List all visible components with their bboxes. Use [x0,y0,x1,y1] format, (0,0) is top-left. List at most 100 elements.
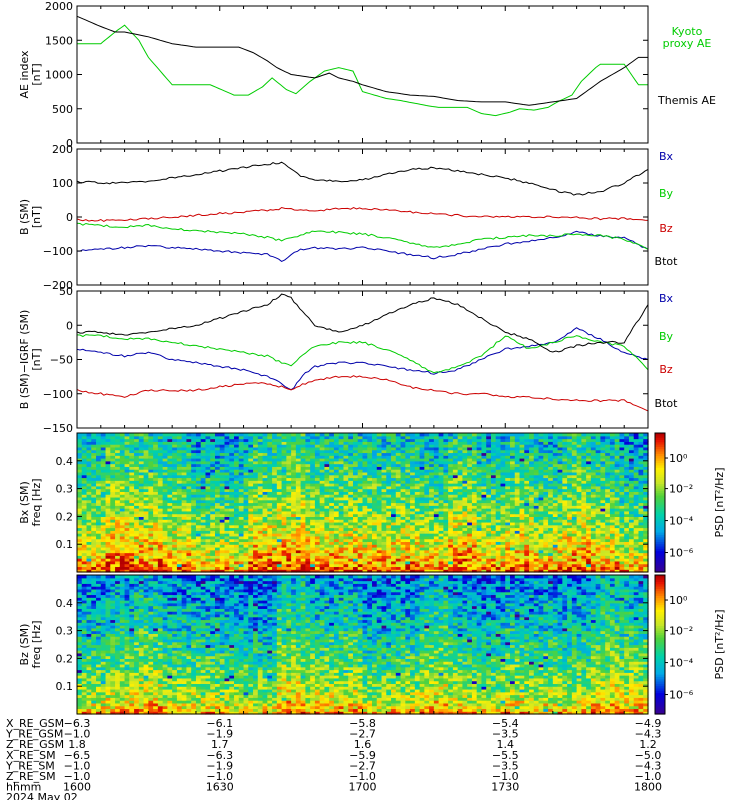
spectrogram-cell [262,494,268,498]
spectrogram-cell [91,544,97,548]
spectrogram-cell [191,533,197,537]
spectrogram-cell [253,560,259,565]
spectrogram-cell [86,502,92,506]
spectrogram-cell [96,521,102,526]
spectrogram-cell [210,460,216,465]
spectrogram-cell [257,455,264,459]
spectrogram-cell [533,433,540,437]
spectrogram-cell [386,552,392,556]
spectrogram-cell [143,527,149,531]
spectrogram-cell [410,446,416,451]
spectrogram-cell [400,474,406,479]
spectrogram-cell [138,535,145,540]
spectrogram-cell [376,516,383,520]
spectrogram-cell [357,566,364,570]
spectrogram-cell [324,555,330,559]
spectrogram-cell [129,516,135,520]
spectrogram-cell [205,516,211,520]
spectrogram-cell [462,452,468,456]
spectrogram-cell [419,441,425,445]
spectrogram-cell [238,463,245,467]
spectrogram-cell [429,535,435,540]
spectrogram-cell [210,535,216,540]
spectrogram-cell [300,530,306,534]
spectrogram-cell [248,566,254,570]
spectrogram-cell [357,508,364,512]
spectrogram-cell [248,538,254,543]
spectrogram-cell [96,499,102,504]
spectrogram-cell [176,471,183,476]
spectrogram-cell [219,555,226,559]
spectrogram-cell [257,533,264,537]
spectrogram-cell [367,463,373,467]
spectrogram-cell [200,563,207,568]
spectrogram-cell [319,491,326,495]
spectrogram-cell [476,433,483,437]
spectrogram-cell [181,471,188,476]
spectrogram-cell [191,505,197,509]
spectrogram-cell [391,560,397,565]
spectrogram-cell [452,524,459,529]
spectrogram-cell [410,471,416,476]
spectrogram-cell [324,535,330,540]
spectrogram-cell [314,535,321,540]
spectrogram-cell [119,552,126,556]
spectrogram-cell [77,460,83,465]
spectrogram-cell [253,441,259,445]
spectrogram-cell [272,555,278,559]
spectrogram-cell [429,446,435,451]
spectrogram-cell [172,433,178,437]
spectrogram-cell [338,452,345,456]
spectrogram-cell [91,569,97,573]
spectrogram-cell [257,474,264,479]
spectrogram-cell [448,463,454,467]
spectrogram-cell [295,499,302,504]
spectrogram-cell [395,474,402,479]
spectrogram-cell [219,558,226,562]
spectrogram-cell [205,558,211,562]
spectrogram-cell [234,463,240,467]
spectrogram-cell [291,566,297,570]
spectrogram-cell [429,485,435,490]
spectrogram-cell [324,527,330,531]
spectrogram-cell [210,505,216,509]
spectrogram-cell [96,446,102,451]
spectrogram-cell [153,541,159,545]
spectrogram-cell [105,569,111,573]
spectrogram-cell [286,458,292,462]
spectrogram-cell [286,449,292,454]
spectrogram-cell [295,491,302,495]
spectrogram-cell [219,563,226,568]
spectrogram-cell [234,494,240,498]
spectrogram-cell [419,471,425,476]
spectrogram-cell [172,544,178,548]
spectrogram-cell [381,477,387,481]
spectrogram-cell [333,485,340,490]
spectrogram-cell [410,460,416,465]
spectrogram-cell [452,541,459,545]
spectrogram-cell [191,449,197,454]
spectrogram-cell [162,530,169,534]
spectrogram-cell [381,438,387,442]
spectrogram-cell [115,546,121,551]
spectrogram-cell [238,510,245,515]
spectrogram-cell [181,549,188,554]
spectrogram-cell [419,463,425,467]
spectrogram-cell [467,510,473,515]
spectrogram-cell [234,524,240,529]
spectrogram-cell [129,508,135,512]
spectrogram-cell [181,544,188,548]
spectrogram-cell [257,485,264,490]
spectrogram-cell [205,477,211,481]
spectrogram-cell [257,563,264,568]
spectrogram-cell [429,458,435,462]
spectrogram-cell [105,510,111,515]
spectrogram-cell [352,435,359,440]
spectrogram-cell [257,491,264,495]
spectrogram-cell [162,566,169,570]
spectrogram-cell [357,435,364,440]
spectrogram-cell [438,449,444,454]
spectrogram-cell [153,491,159,495]
spectrogram-cell [300,533,306,537]
spectrogram-cell [210,469,216,473]
